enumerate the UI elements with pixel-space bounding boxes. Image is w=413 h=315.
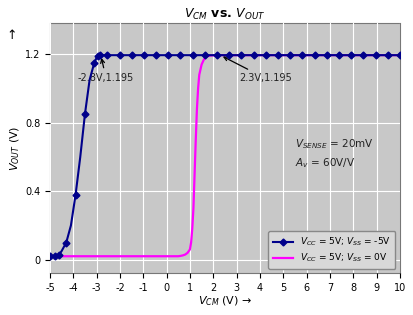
Text: $V_{SENSE}$ = 20mV
$A_v$ = 60V/V: $V_{SENSE}$ = 20mV $A_v$ = 60V/V bbox=[295, 137, 374, 170]
Text: $\uparrow$: $\uparrow$ bbox=[3, 28, 16, 43]
Y-axis label: $V_{OUT}$ (V): $V_{OUT}$ (V) bbox=[8, 126, 22, 171]
Text: -2.8V,1.195: -2.8V,1.195 bbox=[78, 59, 134, 83]
X-axis label: $V_{CM}$ (V) →: $V_{CM}$ (V) → bbox=[198, 295, 252, 308]
Legend: $V_{CC}$ = 5V; $V_{SS}$ = -5V, $V_{CC}$ = 5V; $V_{SS}$ = 0V: $V_{CC}$ = 5V; $V_{SS}$ = -5V, $V_{CC}$ … bbox=[268, 231, 395, 269]
Title: $V_{CM}$ vs. $V_{OUT}$: $V_{CM}$ vs. $V_{OUT}$ bbox=[184, 7, 266, 22]
Text: 2.3V,1.195: 2.3V,1.195 bbox=[224, 57, 292, 83]
